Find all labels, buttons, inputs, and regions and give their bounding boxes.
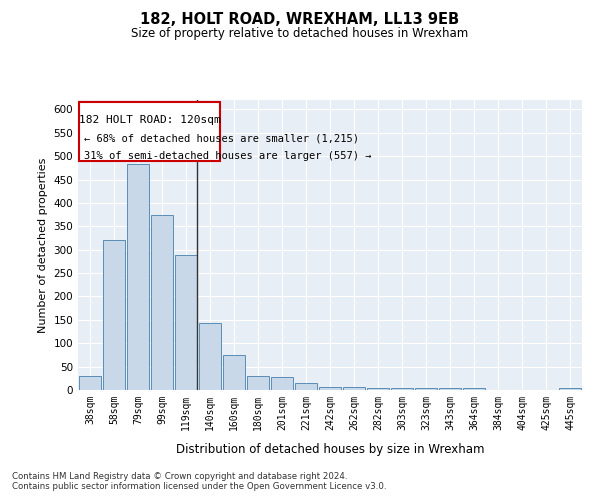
Text: Size of property relative to detached houses in Wrexham: Size of property relative to detached ho… xyxy=(131,28,469,40)
Text: Contains public sector information licensed under the Open Government Licence v3: Contains public sector information licen… xyxy=(12,482,386,491)
Text: 31% of semi-detached houses are larger (557) →: 31% of semi-detached houses are larger (… xyxy=(84,152,371,162)
Bar xyxy=(127,164,149,390)
Bar xyxy=(295,383,317,390)
Text: ← 68% of detached houses are smaller (1,215): ← 68% of detached houses are smaller (1,… xyxy=(84,134,359,143)
Bar xyxy=(439,388,461,390)
Bar xyxy=(343,386,365,390)
Text: 182 HOLT ROAD: 120sqm: 182 HOLT ROAD: 120sqm xyxy=(79,115,220,125)
Bar xyxy=(415,388,437,390)
Bar xyxy=(319,386,341,390)
Bar xyxy=(247,376,269,390)
Bar xyxy=(199,323,221,390)
Bar xyxy=(391,388,413,390)
Bar xyxy=(367,388,389,390)
Bar xyxy=(79,376,101,390)
Text: 182, HOLT ROAD, WREXHAM, LL13 9EB: 182, HOLT ROAD, WREXHAM, LL13 9EB xyxy=(140,12,460,28)
Text: Contains HM Land Registry data © Crown copyright and database right 2024.: Contains HM Land Registry data © Crown c… xyxy=(12,472,347,481)
Y-axis label: Number of detached properties: Number of detached properties xyxy=(38,158,48,332)
Bar xyxy=(151,215,173,390)
Bar xyxy=(559,388,581,390)
Bar xyxy=(463,388,485,390)
Bar xyxy=(103,240,125,390)
Text: Distribution of detached houses by size in Wrexham: Distribution of detached houses by size … xyxy=(176,442,484,456)
Bar xyxy=(175,255,197,390)
Bar xyxy=(271,378,293,390)
Bar xyxy=(223,355,245,390)
